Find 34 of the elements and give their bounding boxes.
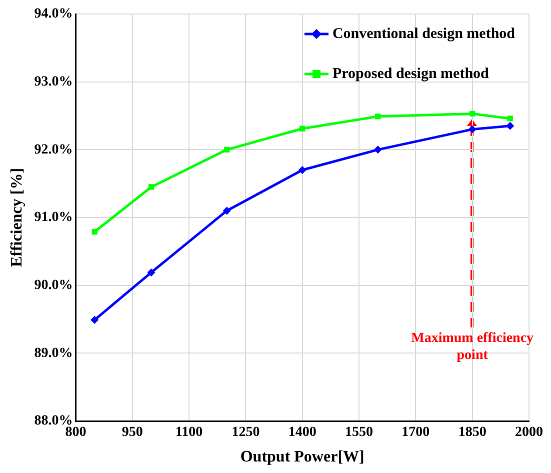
x-tick-label: 800 (65, 425, 86, 440)
y-tick-label: 94.0% (34, 6, 73, 22)
y-tick-label: 89.0% (34, 346, 73, 361)
x-tick-label: 1700 (402, 425, 430, 440)
point (148, 184, 154, 190)
x-tick-label: 1550 (345, 425, 374, 440)
point (298, 166, 306, 174)
point (224, 146, 230, 152)
point (468, 125, 476, 134)
point (90, 316, 99, 324)
point (92, 228, 98, 235)
y-tick-label: 92.0% (34, 142, 73, 158)
x-tick-label: 950 (122, 425, 143, 440)
point (300, 126, 306, 132)
point (374, 146, 382, 154)
point (222, 206, 231, 215)
annotation: Maximum efficiency point (411, 331, 534, 364)
x-tick-label: 1100 (175, 425, 203, 440)
y-axis-title: Efficiency [%] (8, 168, 26, 268)
x-tick-label: 1400 (288, 425, 316, 440)
x-axis-title: Output Power[W] (240, 448, 364, 466)
y-tick-label: 91.0% (34, 210, 73, 226)
y-tick-label: 93.0% (34, 74, 73, 90)
point (507, 116, 513, 122)
x-tick-label: 2000 (515, 425, 543, 440)
legend-label: Proposed design method (332, 66, 490, 82)
x-tick-label: 1850 (458, 425, 486, 440)
point (375, 114, 381, 120)
y-tick-label: 90.0% (34, 278, 73, 293)
point (147, 268, 156, 276)
legend-label: Conventional design method (332, 26, 516, 42)
point (506, 122, 514, 130)
point (470, 110, 476, 117)
x-tick-label: 1250 (232, 425, 260, 440)
